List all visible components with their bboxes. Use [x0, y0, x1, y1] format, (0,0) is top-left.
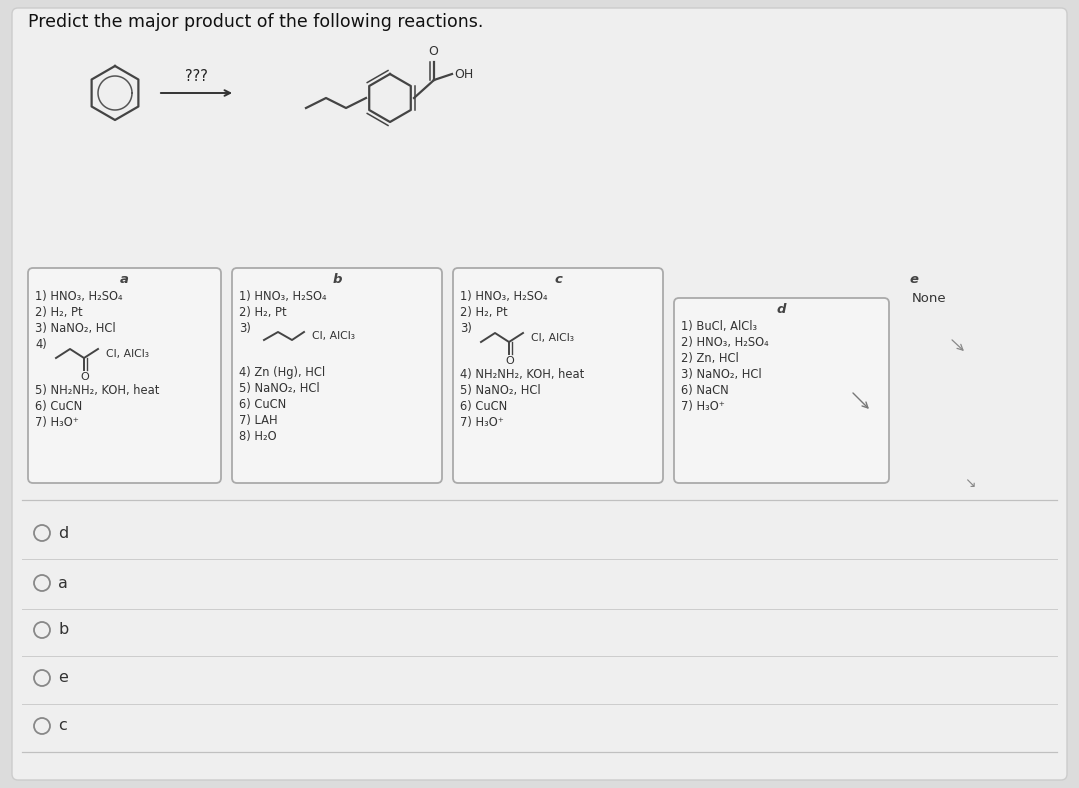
Text: 6) CuCN: 6) CuCN — [35, 400, 82, 413]
Text: 7) H₃O⁺: 7) H₃O⁺ — [35, 416, 79, 429]
Text: 6) NaCN: 6) NaCN — [681, 384, 728, 397]
Text: 4) Zn (Hg), HCl: 4) Zn (Hg), HCl — [240, 366, 325, 379]
Text: Cl, AlCl₃: Cl, AlCl₃ — [106, 349, 149, 359]
FancyBboxPatch shape — [453, 268, 663, 483]
Text: 6) CuCN: 6) CuCN — [240, 398, 286, 411]
Text: 5) NH₂NH₂, KOH, heat: 5) NH₂NH₂, KOH, heat — [35, 384, 160, 397]
Text: d: d — [58, 526, 68, 541]
Text: Cl, AlCl₃: Cl, AlCl₃ — [531, 333, 574, 343]
Text: b: b — [58, 623, 68, 637]
Text: 6) CuCN: 6) CuCN — [460, 400, 507, 413]
Text: 2) Zn, HCl: 2) Zn, HCl — [681, 352, 739, 365]
FancyBboxPatch shape — [232, 268, 442, 483]
Text: 5) NaNO₂, HCl: 5) NaNO₂, HCl — [460, 384, 541, 397]
Text: 3) NaNO₂, HCl: 3) NaNO₂, HCl — [681, 368, 762, 381]
Text: ↘: ↘ — [965, 476, 975, 490]
Text: 1) HNO₃, H₂SO₄: 1) HNO₃, H₂SO₄ — [240, 290, 327, 303]
Text: 1) HNO₃, H₂SO₄: 1) HNO₃, H₂SO₄ — [35, 290, 123, 303]
Text: b: b — [332, 273, 342, 286]
Text: 3): 3) — [240, 322, 251, 335]
FancyBboxPatch shape — [12, 8, 1067, 780]
Text: 1) BuCl, AlCl₃: 1) BuCl, AlCl₃ — [681, 320, 757, 333]
Text: 5) NaNO₂, HCl: 5) NaNO₂, HCl — [240, 382, 319, 395]
Text: 4) NH₂NH₂, KOH, heat: 4) NH₂NH₂, KOH, heat — [460, 368, 584, 381]
Text: 1) HNO₃, H₂SO₄: 1) HNO₃, H₂SO₄ — [460, 290, 547, 303]
Text: 7) LAH: 7) LAH — [240, 414, 277, 427]
Text: O: O — [428, 45, 438, 58]
Text: None: None — [912, 292, 946, 305]
Text: 3) NaNO₂, HCl: 3) NaNO₂, HCl — [35, 322, 115, 335]
Text: c: c — [554, 273, 562, 286]
Text: 7) H₃O⁺: 7) H₃O⁺ — [681, 400, 725, 413]
Text: 2) H₂, Pt: 2) H₂, Pt — [460, 306, 507, 319]
Text: 4): 4) — [35, 338, 46, 351]
Text: 8) H₂O: 8) H₂O — [240, 430, 276, 443]
Text: O: O — [81, 372, 90, 382]
Text: OH: OH — [454, 68, 474, 80]
FancyBboxPatch shape — [28, 268, 221, 483]
Text: Predict the major product of the following reactions.: Predict the major product of the followi… — [28, 13, 483, 31]
Text: d: d — [777, 303, 787, 316]
Text: O: O — [506, 356, 515, 366]
Text: 2) H₂, Pt: 2) H₂, Pt — [240, 306, 287, 319]
Text: 3): 3) — [460, 322, 472, 335]
Text: 7) H₃O⁺: 7) H₃O⁺ — [460, 416, 504, 429]
Text: ???: ??? — [185, 69, 207, 84]
Text: 2) HNO₃, H₂SO₄: 2) HNO₃, H₂SO₄ — [681, 336, 768, 349]
Text: e: e — [58, 671, 68, 686]
Text: a: a — [120, 273, 129, 286]
Text: e: e — [910, 273, 919, 286]
FancyBboxPatch shape — [674, 298, 889, 483]
Text: a: a — [58, 575, 68, 590]
Text: 2) H₂, Pt: 2) H₂, Pt — [35, 306, 83, 319]
Text: Cl, AlCl₃: Cl, AlCl₃ — [312, 331, 355, 341]
Text: c: c — [58, 719, 67, 734]
